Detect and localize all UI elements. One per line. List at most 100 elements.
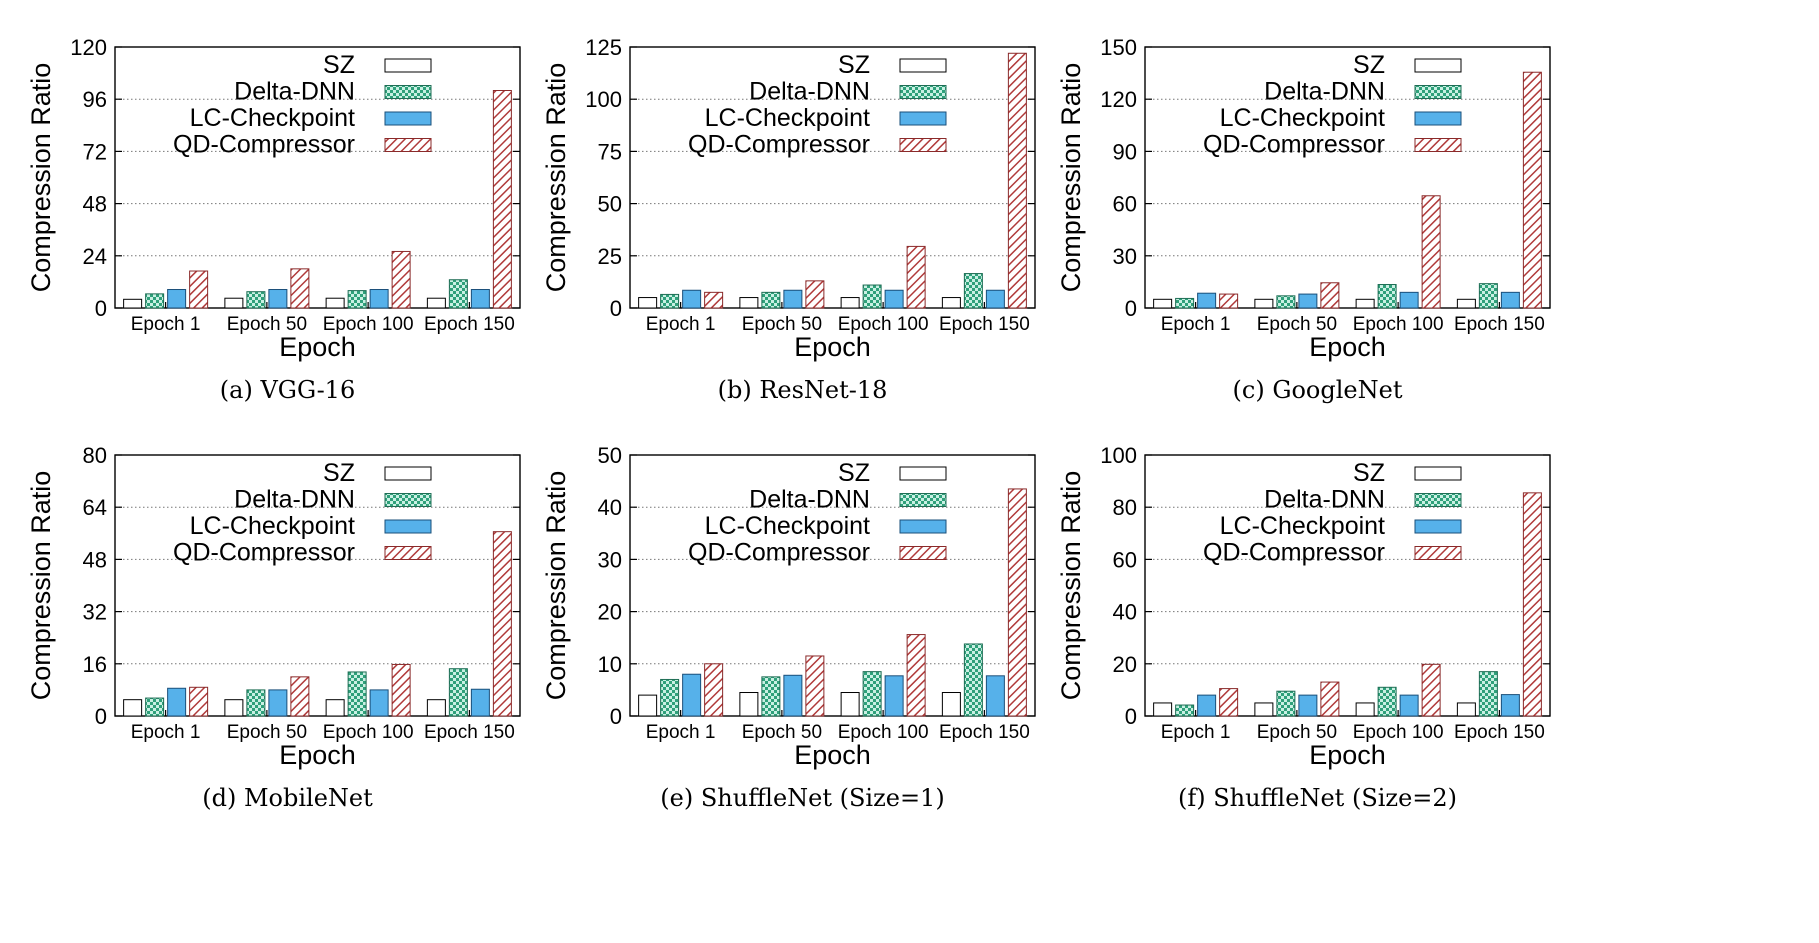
bar-delta-dnn bbox=[1377, 284, 1397, 309]
bar-sz bbox=[224, 297, 244, 309]
bar-delta-dnn bbox=[761, 676, 781, 717]
x-tick-label: Epoch 150 bbox=[939, 722, 1030, 743]
bar-delta-dnn bbox=[660, 678, 680, 717]
caption: (b) ResNet-18 bbox=[718, 376, 888, 404]
y-tick-label: 30 bbox=[1113, 244, 1137, 269]
bar-qd-compressor bbox=[290, 268, 310, 309]
bar-sz bbox=[123, 298, 143, 309]
bar-lc-checkpoint bbox=[1197, 694, 1217, 717]
caption: (c) GoogleNet bbox=[1233, 376, 1403, 404]
legend-label: Delta-DNN bbox=[234, 486, 355, 514]
bar-qd-compressor bbox=[1007, 52, 1027, 309]
bar-lc-checkpoint bbox=[985, 289, 1005, 309]
bar-lc-checkpoint bbox=[470, 289, 490, 309]
y-tick-label: 90 bbox=[1113, 139, 1137, 164]
y-tick-label: 150 bbox=[1100, 35, 1137, 60]
x-axis-label: Epoch bbox=[794, 740, 871, 770]
bar-lc-checkpoint bbox=[1298, 694, 1318, 717]
legend-swatch bbox=[1414, 466, 1462, 481]
x-axis-label: Epoch bbox=[279, 740, 356, 770]
legend-swatch bbox=[1414, 546, 1462, 560]
x-tick-label: Epoch 1 bbox=[1161, 314, 1231, 335]
bar-delta-dnn bbox=[963, 643, 983, 717]
x-axis-label: Epoch bbox=[794, 332, 871, 362]
bar-qd-compressor bbox=[805, 280, 825, 309]
bar-delta-dnn bbox=[1478, 283, 1498, 309]
x-tick-label: Epoch 1 bbox=[131, 314, 201, 335]
legend-swatch bbox=[384, 493, 432, 507]
legend-label: SZ bbox=[1353, 51, 1385, 79]
x-tick-label: Epoch 1 bbox=[131, 722, 201, 743]
caption: (d) MobileNet bbox=[202, 784, 373, 812]
caption: (f) ShuffleNet (Size=2) bbox=[1178, 784, 1457, 812]
caption: (e) ShuffleNet (Size=1) bbox=[660, 784, 944, 812]
bar-qd-compressor bbox=[1320, 282, 1340, 309]
bar-qd-compressor bbox=[290, 676, 310, 717]
legend-label: Delta-DNN bbox=[1264, 486, 1385, 514]
legend-swatch bbox=[384, 466, 432, 481]
legend-swatch bbox=[899, 138, 947, 152]
bar-sz bbox=[123, 699, 143, 717]
legend-label: Delta-DNN bbox=[749, 486, 870, 514]
x-tick-label: Epoch 1 bbox=[646, 722, 716, 743]
y-tick-label: 48 bbox=[83, 192, 107, 217]
x-tick-label: Epoch 100 bbox=[323, 722, 414, 743]
bar-sz bbox=[941, 297, 961, 309]
bar-delta-dnn bbox=[1276, 295, 1296, 309]
legend-label: LC-Checkpoint bbox=[705, 512, 870, 540]
bar-sz bbox=[224, 699, 244, 717]
x-tick-label: Epoch 150 bbox=[1454, 722, 1545, 743]
y-tick-label: 40 bbox=[598, 495, 622, 520]
bar-lc-checkpoint bbox=[1500, 694, 1520, 717]
legend-swatch bbox=[899, 519, 947, 534]
bar-lc-checkpoint bbox=[1197, 292, 1217, 309]
bar-sz bbox=[840, 297, 860, 309]
legend-label: LC-Checkpoint bbox=[1220, 512, 1385, 540]
bar-delta-dnn bbox=[1175, 297, 1195, 309]
legend-swatch bbox=[384, 138, 432, 152]
bar-qd-compressor bbox=[1421, 195, 1441, 309]
y-tick-label: 60 bbox=[1113, 192, 1137, 217]
bar-delta-dnn bbox=[145, 293, 165, 309]
plot-frame bbox=[1144, 46, 1551, 309]
legend-swatch bbox=[1414, 85, 1462, 99]
x-tick-label: Epoch 1 bbox=[1161, 722, 1231, 743]
y-tick-label: 20 bbox=[598, 600, 622, 625]
x-tick-label: Epoch 50 bbox=[742, 314, 822, 335]
x-tick-label: Epoch 50 bbox=[227, 722, 307, 743]
legend-swatch bbox=[1414, 111, 1462, 126]
legend-label: SZ bbox=[323, 459, 355, 487]
bar-qd-compressor bbox=[492, 90, 512, 309]
bar-delta-dnn bbox=[1478, 671, 1498, 717]
bar-lc-checkpoint bbox=[682, 289, 702, 309]
bar-qd-compressor bbox=[1522, 492, 1542, 717]
x-axis-label: Epoch bbox=[1309, 740, 1386, 770]
x-tick-label: Epoch 100 bbox=[323, 314, 414, 335]
bar-qd-compressor bbox=[906, 245, 926, 309]
bar-lc-checkpoint bbox=[1399, 291, 1419, 309]
x-tick-label: Epoch 1 bbox=[646, 314, 716, 335]
bar-sz bbox=[1355, 298, 1375, 309]
legend-label: LC-Checkpoint bbox=[1220, 104, 1385, 132]
bar-qd-compressor bbox=[391, 663, 411, 717]
bar-sz bbox=[426, 699, 446, 717]
bar-lc-checkpoint bbox=[268, 689, 288, 717]
y-tick-label: 16 bbox=[83, 652, 107, 677]
bar-lc-checkpoint bbox=[1298, 293, 1318, 309]
bar-delta-dnn bbox=[347, 290, 367, 309]
bar-qd-compressor bbox=[704, 663, 724, 717]
y-tick-label: 64 bbox=[83, 495, 107, 520]
bar-qd-compressor bbox=[906, 634, 926, 717]
legend-label: LC-Checkpoint bbox=[190, 104, 355, 132]
bar-lc-checkpoint bbox=[783, 674, 803, 717]
legend-label: QD-Compressor bbox=[688, 539, 870, 567]
y-tick-label: 50 bbox=[598, 192, 622, 217]
bar-qd-compressor bbox=[1421, 663, 1441, 717]
y-axis-label: Compression Ratio bbox=[541, 471, 571, 701]
y-tick-label: 120 bbox=[70, 35, 107, 60]
legend-swatch bbox=[899, 111, 947, 126]
